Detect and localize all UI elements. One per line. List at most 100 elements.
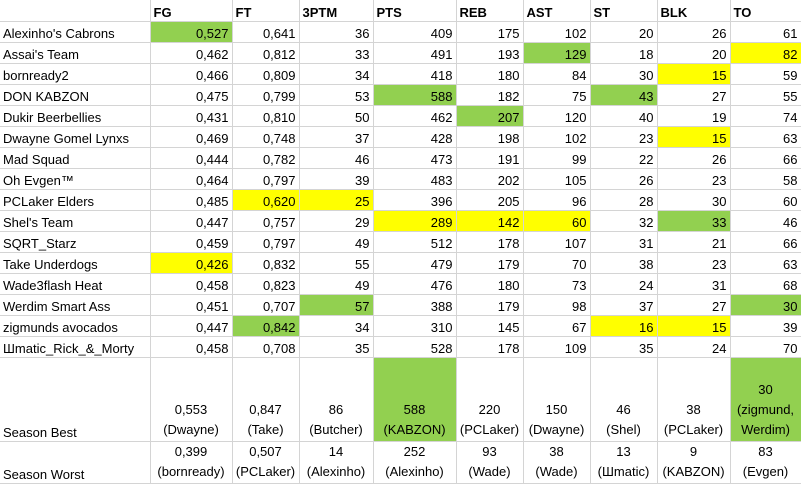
stat-cell-reb[interactable]: 179 (456, 252, 524, 274)
stat-cell-ast[interactable]: 129 (523, 42, 591, 64)
stat-cell-reb[interactable]: 142 (456, 210, 524, 232)
team-name-cell[interactable]: Mad Squad (0, 147, 151, 169)
stat-cell-blk[interactable]: 23 (657, 168, 731, 190)
stat-cell-ft[interactable]: 0,810 (232, 105, 300, 127)
stat-cell-reb[interactable]: 207 (456, 105, 524, 127)
stat-cell-to[interactable]: 61 (730, 21, 801, 43)
stat-cell-blk[interactable]: 30 (657, 189, 731, 211)
team-name-cell[interactable]: SQRT_Starz (0, 231, 151, 253)
stat-cell-3ptm[interactable]: 57 (299, 294, 374, 316)
stat-cell-3ptm[interactable]: 35 (299, 336, 374, 358)
stat-cell-fg[interactable]: 0,475 (150, 84, 233, 106)
summary-cell-pts[interactable]: 252 (Alexinho) (373, 441, 457, 484)
stat-cell-reb[interactable]: 182 (456, 84, 524, 106)
stat-cell-ft[interactable]: 0,620 (232, 189, 300, 211)
stat-cell-fg[interactable]: 0,426 (150, 252, 233, 274)
team-name-cell[interactable]: Alexinho's Cabrons (0, 21, 151, 43)
stat-cell-ast[interactable]: 96 (523, 189, 591, 211)
stat-cell-3ptm[interactable]: 34 (299, 63, 374, 85)
stat-cell-ast[interactable]: 98 (523, 294, 591, 316)
stat-cell-blk[interactable]: 26 (657, 21, 731, 43)
header-cell-fg[interactable]: FG (150, 0, 233, 22)
stat-cell-pts[interactable]: 409 (373, 21, 457, 43)
stat-cell-reb[interactable]: 175 (456, 21, 524, 43)
summary-cell-reb[interactable]: 93 (Wade) (456, 441, 524, 484)
stat-cell-ft[interactable]: 0,842 (232, 315, 300, 337)
stat-cell-st[interactable]: 38 (590, 252, 658, 274)
stat-cell-ast[interactable]: 75 (523, 84, 591, 106)
summary-cell-ast[interactable]: 38 (Wade) (523, 441, 591, 484)
stat-cell-st[interactable]: 37 (590, 294, 658, 316)
team-name-cell[interactable]: Werdim Smart Ass (0, 294, 151, 316)
stat-cell-ast[interactable]: 60 (523, 210, 591, 232)
stat-cell-st[interactable]: 24 (590, 273, 658, 295)
stat-cell-pts[interactable]: 396 (373, 189, 457, 211)
stat-cell-reb[interactable]: 178 (456, 336, 524, 358)
stat-cell-to[interactable]: 68 (730, 273, 801, 295)
stat-cell-fg[interactable]: 0,444 (150, 147, 233, 169)
header-cell-ft[interactable]: FT (232, 0, 300, 22)
stat-cell-fg[interactable]: 0,447 (150, 210, 233, 232)
header-cell-to[interactable]: TO (730, 0, 801, 22)
stat-cell-ast[interactable]: 99 (523, 147, 591, 169)
stat-cell-pts[interactable]: 310 (373, 315, 457, 337)
stat-cell-st[interactable]: 22 (590, 147, 658, 169)
stat-cell-pts[interactable]: 588 (373, 84, 457, 106)
header-cell-pts[interactable]: PTS (373, 0, 457, 22)
stat-cell-fg[interactable]: 0,466 (150, 63, 233, 85)
stat-cell-blk[interactable]: 19 (657, 105, 731, 127)
stat-cell-ft[interactable]: 0,832 (232, 252, 300, 274)
stat-cell-blk[interactable]: 15 (657, 63, 731, 85)
stat-cell-blk[interactable]: 23 (657, 252, 731, 274)
stat-cell-reb[interactable]: 193 (456, 42, 524, 64)
stat-cell-fg[interactable]: 0,464 (150, 168, 233, 190)
team-name-cell[interactable]: PCLaker Elders (0, 189, 151, 211)
stat-cell-ast[interactable]: 102 (523, 126, 591, 148)
stat-cell-to[interactable]: 58 (730, 168, 801, 190)
stat-cell-ft[interactable]: 0,641 (232, 21, 300, 43)
stat-cell-pts[interactable]: 428 (373, 126, 457, 148)
summary-cell-blk[interactable]: 38 (PCLaker) (657, 363, 731, 442)
stat-cell-pts[interactable]: 462 (373, 105, 457, 127)
stat-cell-st[interactable]: 43 (590, 84, 658, 106)
stat-cell-blk[interactable]: 27 (657, 84, 731, 106)
stat-cell-3ptm[interactable]: 50 (299, 105, 374, 127)
header-cell-ast[interactable]: AST (523, 0, 591, 22)
stat-cell-blk[interactable]: 21 (657, 231, 731, 253)
stat-cell-st[interactable]: 16 (590, 315, 658, 337)
summary-cell-st[interactable]: 46 (Shel) (590, 363, 658, 442)
header-cell-3ptm[interactable]: 3PTM (299, 0, 374, 22)
summary-cell-fg[interactable]: 0,553 (Dwayne) (150, 363, 233, 442)
stat-cell-st[interactable]: 26 (590, 168, 658, 190)
stat-cell-ast[interactable]: 120 (523, 105, 591, 127)
stat-cell-3ptm[interactable]: 29 (299, 210, 374, 232)
stat-cell-to[interactable]: 82 (730, 42, 801, 64)
stat-cell-ast[interactable]: 102 (523, 21, 591, 43)
stat-cell-fg[interactable]: 0,459 (150, 231, 233, 253)
stat-cell-3ptm[interactable]: 39 (299, 168, 374, 190)
stat-cell-3ptm[interactable]: 25 (299, 189, 374, 211)
stat-cell-st[interactable]: 32 (590, 210, 658, 232)
team-name-cell[interactable]: Oh Evgen™ (0, 168, 151, 190)
summary-label-cell[interactable]: Season Best (0, 363, 151, 442)
stat-cell-ft[interactable]: 0,757 (232, 210, 300, 232)
stat-cell-to[interactable]: 74 (730, 105, 801, 127)
team-name-cell[interactable]: zigmunds avocados (0, 315, 151, 337)
stat-cell-to[interactable]: 66 (730, 231, 801, 253)
stat-cell-ft[interactable]: 0,708 (232, 336, 300, 358)
stat-cell-reb[interactable]: 180 (456, 63, 524, 85)
stat-cell-st[interactable]: 20 (590, 21, 658, 43)
team-name-cell[interactable]: Шmatic_Rick_&_Morty (0, 336, 151, 358)
stat-cell-3ptm[interactable]: 34 (299, 315, 374, 337)
stat-cell-st[interactable]: 23 (590, 126, 658, 148)
stat-cell-blk[interactable]: 31 (657, 273, 731, 295)
header-cell-team[interactable] (0, 0, 151, 22)
stat-cell-reb[interactable]: 179 (456, 294, 524, 316)
stat-cell-to[interactable]: 55 (730, 84, 801, 106)
team-name-cell[interactable]: Shel's Team (0, 210, 151, 232)
stat-cell-ft[interactable]: 0,797 (232, 231, 300, 253)
stat-cell-st[interactable]: 35 (590, 336, 658, 358)
stat-cell-ft[interactable]: 0,823 (232, 273, 300, 295)
summary-cell-3ptm[interactable]: 14 (Alexinho) (299, 441, 374, 484)
stat-cell-to[interactable]: 70 (730, 336, 801, 358)
